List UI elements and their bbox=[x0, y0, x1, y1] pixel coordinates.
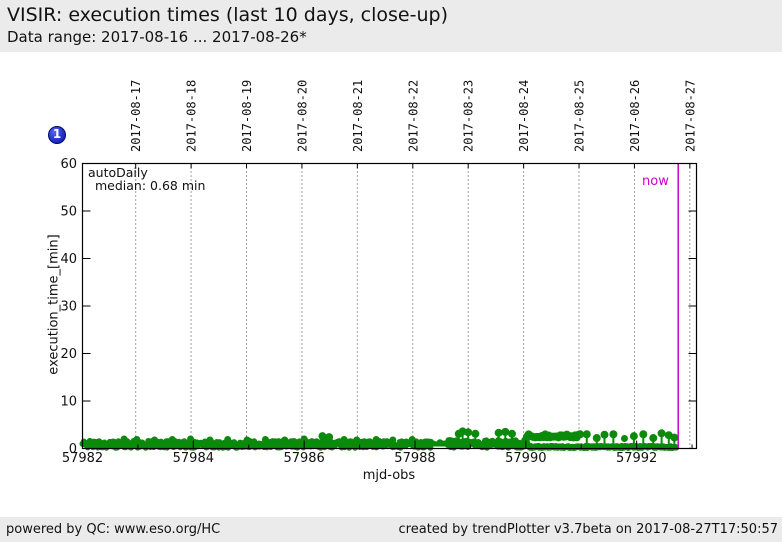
plot-border bbox=[81, 162, 698, 450]
x-tick-label: 57982 bbox=[62, 451, 103, 466]
legend-series-label: autoDaily bbox=[88, 165, 148, 180]
page-title: VISIR: execution times (last 10 days, cl… bbox=[7, 4, 448, 26]
top-date-tick-label: 2017-08-17 bbox=[129, 80, 143, 152]
top-date-tick-label: 2017-08-25 bbox=[573, 80, 587, 152]
top-date-tick-label: 2017-08-18 bbox=[185, 80, 199, 152]
x-tick-label: 57988 bbox=[394, 451, 435, 466]
top-date-tick-label: 2017-08-23 bbox=[462, 80, 476, 152]
scatter-points bbox=[120, 427, 679, 447]
top-date-tick-label: 2017-08-20 bbox=[295, 80, 309, 152]
top-date-tick-label: 2017-08-21 bbox=[351, 80, 365, 152]
plot-area bbox=[82, 163, 697, 449]
header-band: VISIR: execution times (last 10 days, cl… bbox=[0, 0, 782, 52]
x-tick-label: 57992 bbox=[616, 451, 657, 466]
x-tick-label: 57990 bbox=[505, 451, 546, 466]
footer-created-by: created by trendPlotter v3.7beta on 2017… bbox=[398, 522, 778, 537]
y-tick-label: 30 bbox=[60, 300, 77, 315]
y-tick-label: 60 bbox=[60, 157, 77, 172]
legend-median-label: median: 0.68 min bbox=[95, 178, 206, 193]
y-tick-label: 20 bbox=[60, 347, 77, 362]
top-date-tick-label: 2017-08-19 bbox=[240, 80, 254, 152]
top-date-tick-label: 2017-08-27 bbox=[683, 80, 697, 152]
x-tick-label: 57986 bbox=[283, 451, 324, 466]
y-tick-label: 50 bbox=[60, 205, 77, 220]
top-date-tick-label: 2017-08-26 bbox=[628, 80, 642, 152]
footer-powered-by: powered by QC: www.eso.org/HC bbox=[6, 522, 221, 537]
x-axis-title: mjd-obs bbox=[362, 468, 416, 483]
plot-number-badge[interactable]: 1 bbox=[48, 126, 66, 144]
top-date-tick-label: 2017-08-24 bbox=[517, 80, 531, 152]
x-tick-label: 57984 bbox=[173, 451, 214, 466]
top-date-tick-label: 2017-08-22 bbox=[406, 80, 420, 152]
now-marker-label: now bbox=[642, 174, 669, 189]
y-tick-label: 0 bbox=[69, 442, 77, 457]
y-tick-label: 40 bbox=[60, 252, 77, 267]
y-tick-label: 10 bbox=[60, 395, 77, 410]
data-range-subtitle: Data range: 2017-08-16 ... 2017-08-26* bbox=[7, 28, 307, 46]
footer-band: powered by QC: www.eso.org/HC created by… bbox=[0, 517, 782, 542]
y-axis-title: execution_time_[min] bbox=[46, 234, 62, 375]
